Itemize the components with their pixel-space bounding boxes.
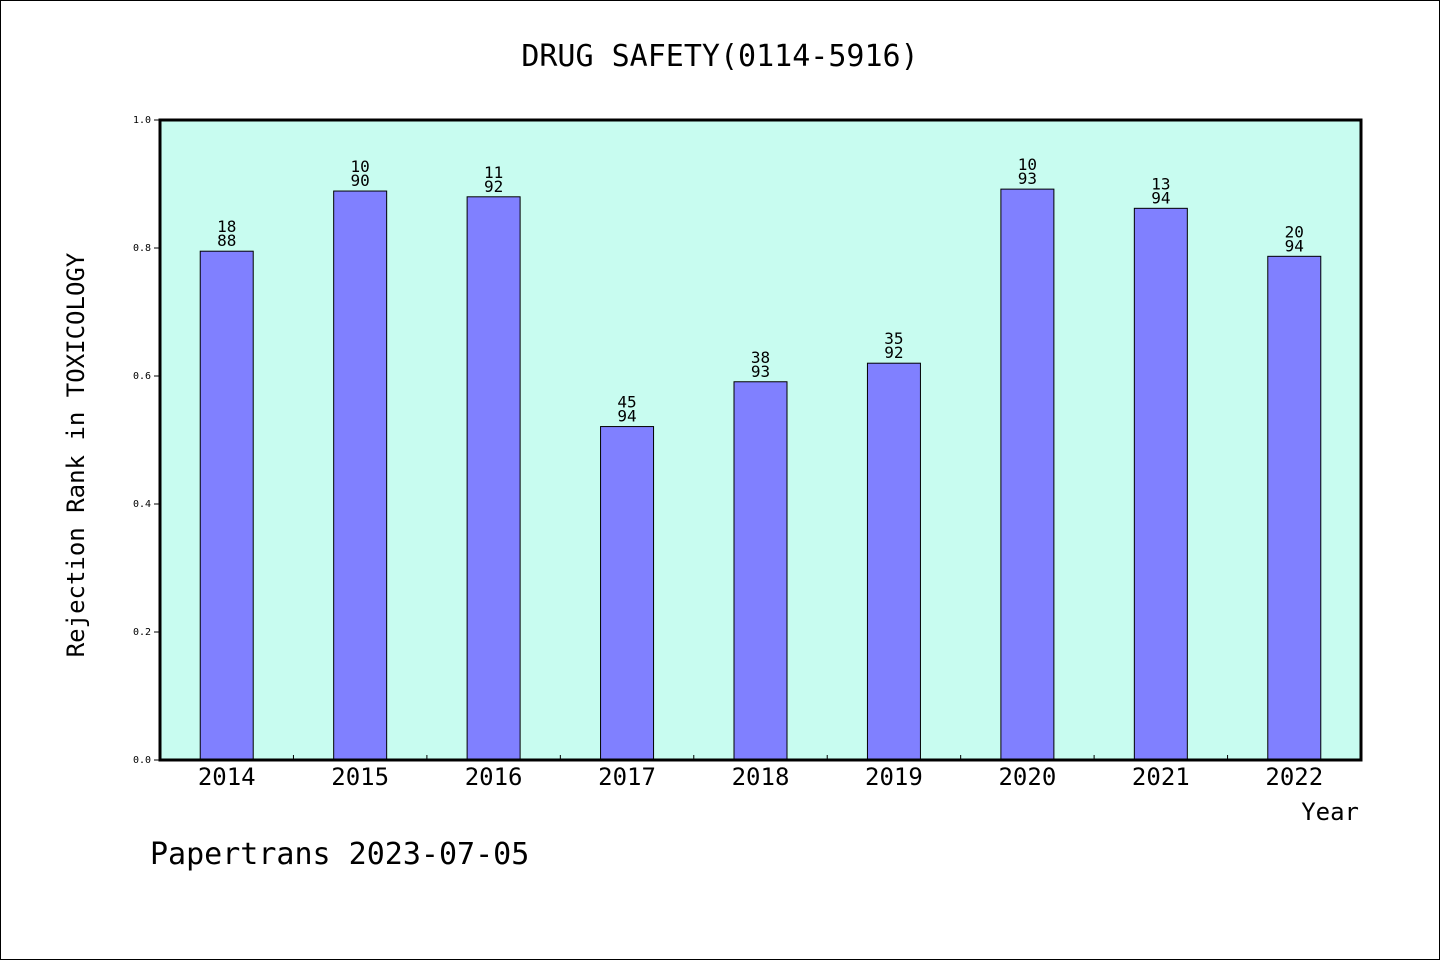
y-tick-label: 0.6 [133,371,151,382]
x-axis-label: Year [1301,798,1359,826]
y-tick-label: 0.8 [133,243,151,254]
x-tick-label: 2021 [1132,763,1190,791]
bar-2015 [333,190,388,761]
bar-label-denominator: 93 [1018,169,1037,188]
plot-frame [158,118,1363,762]
bar-2014 [199,250,254,761]
bar-2017 [600,426,655,761]
y-tick-label: 0.2 [133,627,151,638]
bar-label-denominator: 94 [617,407,636,426]
bar-label-numerator: 10 [351,157,370,176]
x-tick-label: 2017 [598,763,656,791]
y-axis-label: Rejection Rank in TOXICOLOGY [62,252,90,657]
bar-label-numerator: 20 [1285,222,1304,241]
bar-2018 [733,381,788,761]
chart-title: DRUG SAFETY(0114-5916) [521,39,918,74]
x-tick-label: 2020 [998,763,1056,791]
y-tick-label: 0.4 [133,499,151,510]
bar-label-numerator: 11 [484,163,503,182]
y-tick-label: 0.0 [133,755,151,766]
bar-label-numerator: 18 [217,217,236,236]
bar-2020 [1000,188,1055,761]
x-tick-label: 2018 [732,763,790,791]
x-tick-label: 2015 [331,763,389,791]
footer-text: Papertrans 2023-07-05 [150,837,529,872]
bar-label-denominator: 92 [484,177,503,196]
bar-2021 [1133,207,1188,761]
x-tick-label: 2016 [465,763,523,791]
y-tick-label: 1.0 [133,115,151,126]
bar-2016 [466,196,521,761]
bar-label-denominator: 94 [1151,188,1170,207]
bar-label-denominator: 88 [217,231,236,250]
bar-2022 [1267,255,1322,761]
x-tick-label: 2022 [1265,763,1323,791]
bar-label-numerator: 45 [617,393,636,412]
bar-label-denominator: 93 [751,362,770,381]
bar-label-numerator: 38 [751,348,770,367]
bar-label-numerator: 35 [884,329,903,348]
bar-label-numerator: 13 [1151,174,1170,193]
bar-2019 [866,362,921,761]
bar-label-denominator: 90 [351,171,370,190]
bar-label-numerator: 10 [1018,155,1037,174]
bar-label-denominator: 92 [884,343,903,362]
x-tick-label: 2019 [865,763,923,791]
bar-label-denominator: 94 [1285,236,1304,255]
x-tick-label: 2014 [198,763,256,791]
